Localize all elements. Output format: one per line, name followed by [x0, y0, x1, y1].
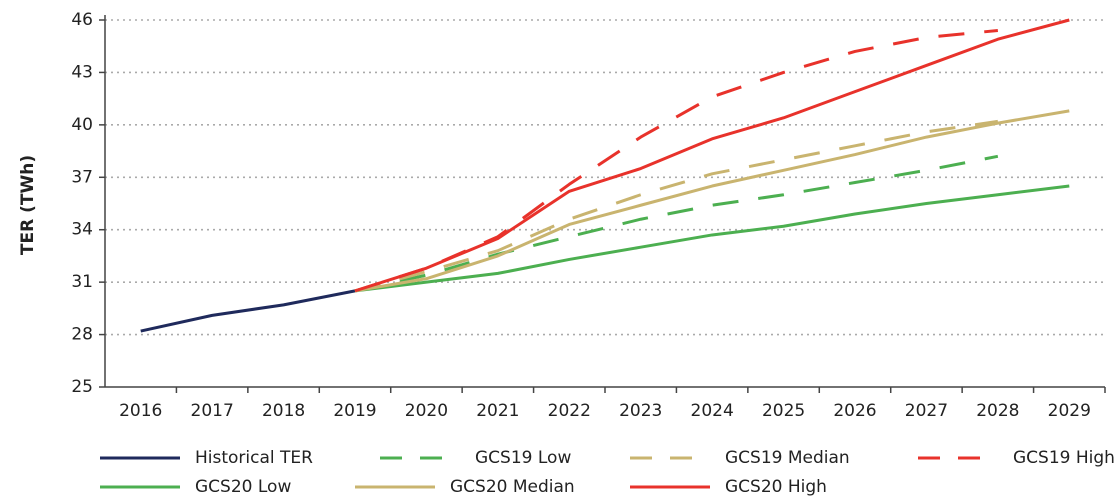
legend-label: GCS20 Low	[195, 477, 291, 497]
legend-label: GCS20 High	[725, 477, 827, 497]
x-tick-label: 2029	[1048, 401, 1091, 421]
y-tick-label: 31	[71, 272, 93, 292]
x-tick-label: 2022	[548, 401, 591, 421]
legend-label: GCS19 Low	[475, 448, 571, 468]
y-tick-label: 28	[71, 325, 93, 345]
x-tick-label: 2018	[262, 401, 305, 421]
y-tick-label: 37	[71, 167, 93, 187]
legend-label: GCS20 Median	[450, 477, 575, 497]
y-tick-label: 34	[71, 220, 93, 240]
series-line	[354, 18, 1070, 293]
x-tick-label: 2027	[905, 401, 948, 421]
legend-label: GCS19 High	[1013, 448, 1115, 468]
series-line	[140, 289, 356, 333]
legend-label: GCS19 Median	[725, 448, 850, 468]
x-tick-label: 2021	[476, 401, 519, 421]
x-tick-label: 2016	[119, 401, 162, 421]
x-tick-label: 2020	[405, 401, 448, 421]
y-tick-label: 43	[71, 62, 93, 82]
x-tick-label: 2017	[191, 401, 234, 421]
y-tick-label: 46	[71, 10, 93, 30]
x-tick-label: 2024	[691, 401, 734, 421]
series-line	[354, 28, 999, 293]
x-tick-label: 2025	[762, 401, 805, 421]
x-tick-label: 2019	[333, 401, 376, 421]
x-tick-label: 2028	[976, 401, 1019, 421]
x-tick-label: 2023	[619, 401, 662, 421]
series-line	[354, 184, 1070, 293]
series-line	[354, 109, 1070, 293]
x-tick-label: 2026	[833, 401, 876, 421]
series-line	[354, 119, 999, 293]
y-axis-label: TER (TWh)	[18, 155, 38, 255]
series-line	[354, 154, 999, 293]
y-tick-label: 40	[71, 115, 93, 135]
y-tick-label: 25	[71, 377, 93, 397]
legend-label: Historical TER	[195, 448, 313, 468]
